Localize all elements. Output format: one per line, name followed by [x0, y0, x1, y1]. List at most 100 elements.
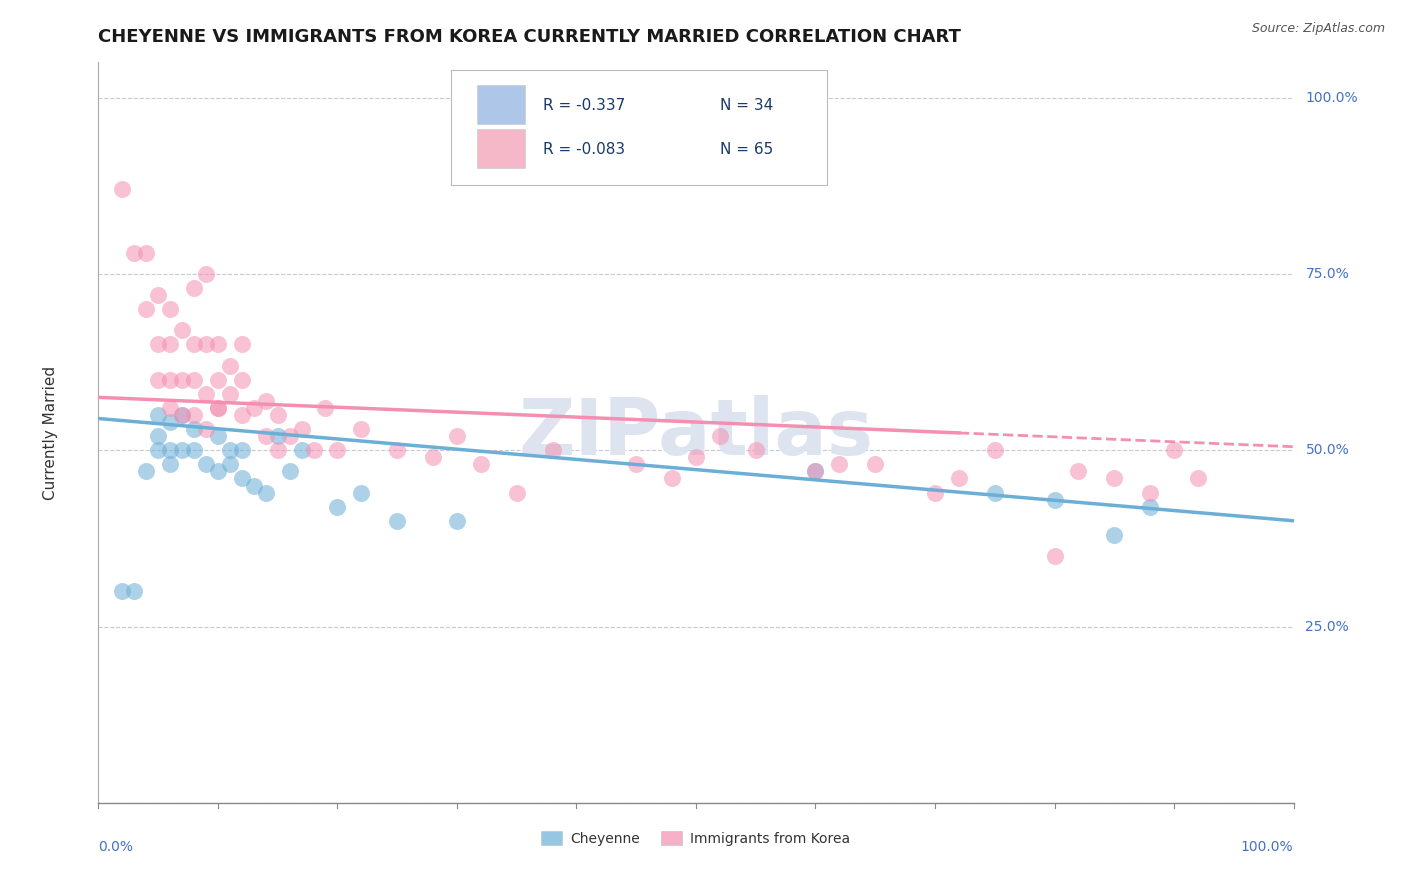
Point: [302, 443, 325, 458]
Point: [148, 429, 170, 443]
Point: [1187, 471, 1209, 485]
Point: [1043, 492, 1066, 507]
Text: Currently Married: Currently Married: [44, 366, 58, 500]
Point: [446, 429, 468, 443]
Point: [254, 393, 277, 408]
Point: [231, 471, 253, 485]
Point: [172, 408, 194, 422]
Point: [207, 429, 229, 443]
Point: [124, 584, 146, 599]
Point: [243, 401, 266, 415]
Point: [709, 429, 731, 443]
Point: [243, 478, 266, 492]
Point: [865, 458, 887, 472]
Point: [948, 471, 970, 485]
Point: [183, 443, 205, 458]
Text: 100.0%: 100.0%: [1241, 840, 1294, 854]
Point: [207, 464, 229, 478]
Point: [183, 408, 205, 422]
Point: [804, 464, 827, 478]
Point: [231, 443, 253, 458]
Point: [924, 485, 946, 500]
Text: 50.0%: 50.0%: [1306, 443, 1350, 458]
Point: [984, 485, 1007, 500]
Bar: [477, 86, 524, 124]
Point: [1139, 500, 1161, 514]
Point: [1104, 528, 1126, 542]
Point: [326, 500, 349, 514]
Point: [183, 281, 205, 295]
Point: [267, 429, 290, 443]
Point: [385, 443, 409, 458]
Point: [159, 401, 181, 415]
Point: [172, 323, 194, 337]
Point: [506, 485, 529, 500]
Point: [828, 458, 851, 472]
Point: [148, 373, 170, 387]
Point: [219, 387, 242, 401]
Point: [1043, 549, 1066, 563]
Point: [172, 408, 194, 422]
Point: [745, 443, 768, 458]
Point: [172, 443, 194, 458]
Point: [626, 458, 648, 472]
Point: [219, 458, 242, 472]
Point: [661, 471, 683, 485]
Point: [1067, 464, 1090, 478]
Point: [135, 464, 157, 478]
Text: N = 34: N = 34: [720, 98, 773, 112]
Point: [350, 422, 373, 436]
Point: [195, 458, 218, 472]
Point: [254, 429, 277, 443]
Point: [350, 485, 373, 500]
Point: [804, 464, 827, 478]
Point: [195, 337, 218, 351]
Point: [219, 359, 242, 373]
Legend: Cheyenne, Immigrants from Korea: Cheyenne, Immigrants from Korea: [536, 825, 856, 851]
Text: 0.0%: 0.0%: [98, 840, 134, 854]
Text: N = 65: N = 65: [720, 142, 773, 157]
Point: [111, 182, 134, 196]
Point: [148, 288, 170, 302]
Point: [685, 450, 707, 465]
Point: [207, 401, 229, 415]
Point: [984, 443, 1007, 458]
Point: [446, 514, 468, 528]
Point: [195, 267, 218, 281]
Text: CHEYENNE VS IMMIGRANTS FROM KOREA CURRENTLY MARRIED CORRELATION CHART: CHEYENNE VS IMMIGRANTS FROM KOREA CURREN…: [98, 28, 962, 45]
Point: [231, 337, 253, 351]
Point: [231, 373, 253, 387]
Point: [148, 408, 170, 422]
Point: [1104, 471, 1126, 485]
Point: [159, 373, 181, 387]
Text: R = -0.337: R = -0.337: [543, 98, 626, 112]
Point: [470, 458, 492, 472]
Point: [1163, 443, 1185, 458]
Point: [195, 422, 218, 436]
Point: [159, 458, 181, 472]
Point: [254, 485, 277, 500]
Point: [326, 443, 349, 458]
Point: [159, 443, 181, 458]
Text: 25.0%: 25.0%: [1306, 620, 1350, 633]
Point: [278, 464, 301, 478]
Point: [231, 408, 253, 422]
Point: [278, 429, 301, 443]
Point: [135, 302, 157, 317]
Point: [207, 401, 229, 415]
Point: [219, 443, 242, 458]
Text: R = -0.083: R = -0.083: [543, 142, 626, 157]
Point: [148, 443, 170, 458]
Point: [207, 373, 229, 387]
Point: [385, 514, 409, 528]
Point: [291, 422, 314, 436]
Point: [111, 584, 134, 599]
Point: [124, 245, 146, 260]
Point: [159, 415, 181, 429]
Point: [183, 337, 205, 351]
Point: [195, 387, 218, 401]
Bar: [477, 129, 524, 168]
Text: ZIPatlas: ZIPatlas: [519, 394, 873, 471]
Point: [1139, 485, 1161, 500]
Point: [183, 373, 205, 387]
